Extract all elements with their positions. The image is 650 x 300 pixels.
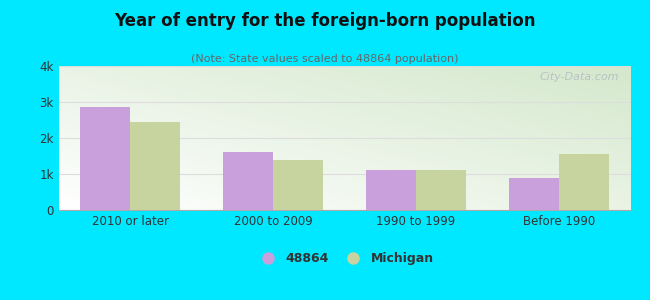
Bar	[80, 107, 130, 210]
Text: (Note: State values scaled to 48864 population): (Note: State values scaled to 48864 popu…	[191, 54, 459, 64]
Bar	[366, 170, 416, 210]
Bar	[416, 170, 466, 210]
Bar	[223, 152, 273, 210]
Bar	[130, 122, 180, 210]
Bar	[509, 178, 559, 210]
Text: Year of entry for the foreign-born population: Year of entry for the foreign-born popul…	[114, 12, 536, 30]
Bar	[559, 154, 609, 210]
Text: City-Data.com: City-Data.com	[540, 72, 619, 82]
Bar	[273, 160, 323, 210]
Legend: 48864, Michigan: 48864, Michigan	[250, 247, 439, 270]
